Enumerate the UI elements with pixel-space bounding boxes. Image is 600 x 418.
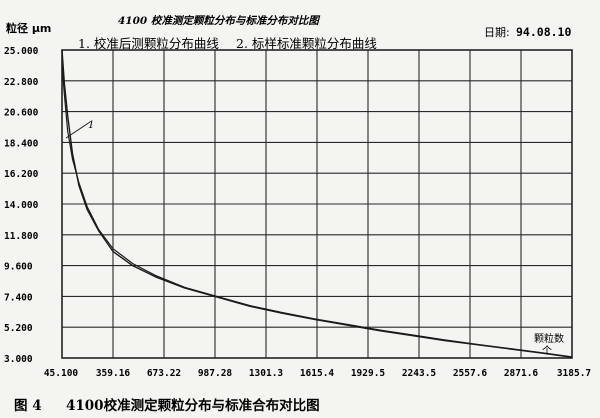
data-curves [61,49,573,358]
legend-line-1: 1. 校准后测颗粒分布曲线 [78,36,219,51]
y-tick-label: 14.000 [4,200,39,211]
corner-label-line1: 颗粒数 [534,332,564,345]
x-tick-label: 2243.5 [402,368,437,379]
y-tick-label: 16.200 [4,169,39,180]
date-value: 94.08.10 [516,25,571,39]
date-label: 日期: [484,26,510,39]
y-tick-label: 9.600 [4,262,33,273]
curve-label: 1 [88,120,94,131]
x-tick-label: 1929.5 [351,368,386,379]
series-line-2 [61,65,573,358]
x-tick-label: 987.28 [198,368,233,379]
grid [62,50,572,358]
x-tick-label: 45.100 [44,368,79,379]
curve-label-leader [65,121,91,139]
y-tick-labels: 25.000 22.800 20.600 18.400 16.200 14.000 11.8… [4,46,39,365]
y-tick-label: 7.400 [4,292,33,303]
y-tick-label: 3.000 [4,354,33,365]
figure-caption: 4100校准测定颗粒分布与标准合布对比图 [66,397,320,414]
y-unit-label: 粒径 μm [6,21,51,35]
y-tick-label: 11.800 [4,231,39,242]
y-tick-label: 20.600 [4,108,39,119]
chart-title: 4100 校准测定颗粒分布与标准分布对比图 [118,14,320,27]
x-tick-label: 1615.4 [300,368,335,379]
y-tick-label: 25.000 [4,46,39,57]
y-tick-label: 18.400 [4,138,39,149]
x-tick-label: 3185.7 [557,368,591,379]
legend-line-2: 2. 标样标准颗粒分布曲线 [236,36,377,51]
corner-label-line2: 个 [542,345,552,357]
y-tick-label: 22.800 [4,77,39,88]
x-tick-labels: 45.100 359.16 673.22 987.28 1301.3 1615.4 1929… [44,368,591,379]
x-tick-label: 359.16 [96,368,131,379]
plot-frame [61,49,573,359]
x-tick-label: 1301.3 [249,368,284,379]
figure-number: 图 4 [14,398,42,414]
x-tick-label: 2871.6 [504,368,539,379]
x-tick-label: 673.22 [147,368,181,379]
y-tick-label: 5.200 [4,323,33,334]
x-tick-label: 2557.6 [453,368,488,379]
